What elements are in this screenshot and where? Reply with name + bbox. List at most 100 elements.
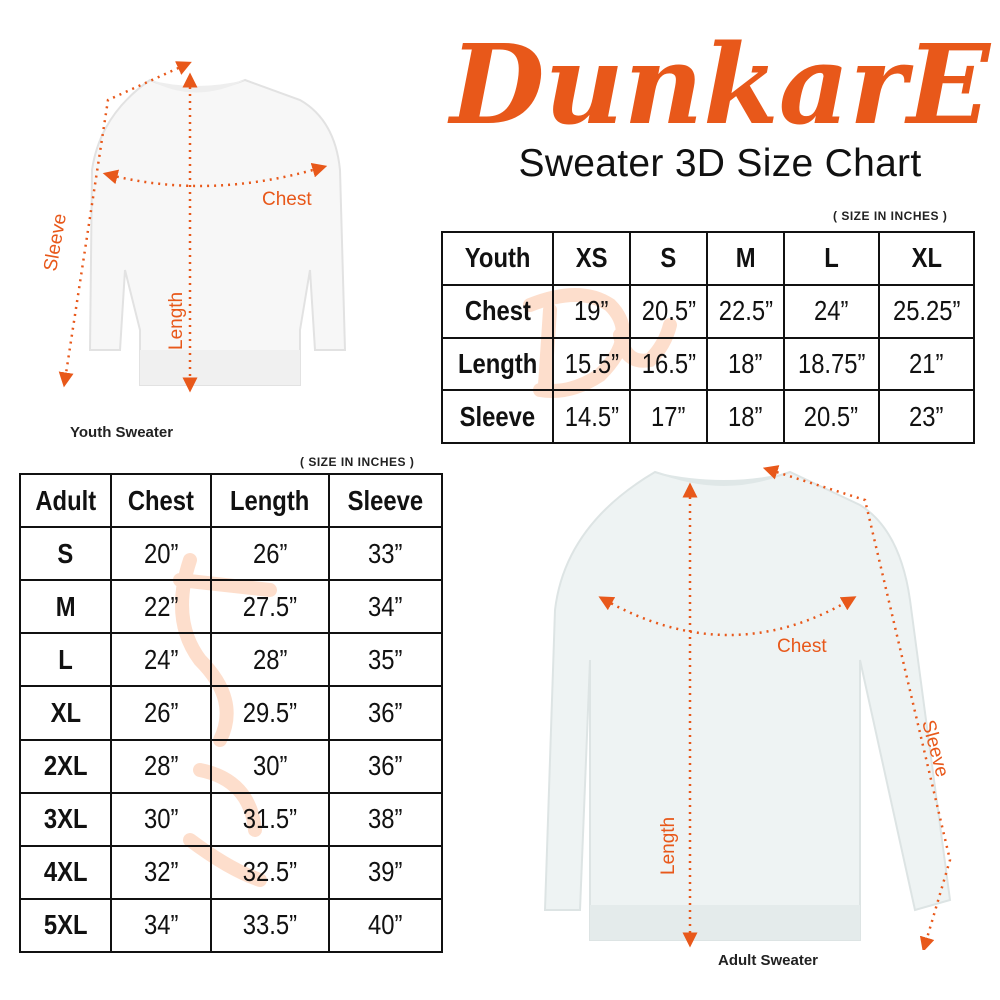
cell-text: XL <box>911 242 942 274</box>
header-cell: Adult <box>18 472 113 529</box>
table-row: Chest 19” 20.5” 22.5” 24” 25.25” <box>440 283 976 339</box>
value-cell: 36” <box>328 738 443 794</box>
page-title: Sweater 3D Size Chart <box>518 142 922 185</box>
value-cell: 32.5” <box>209 844 331 900</box>
cell-text: L <box>824 242 839 274</box>
cell-text: 3XL <box>43 803 88 835</box>
value-cell: 24” <box>782 283 880 339</box>
youth-size-table: Youth XS S M L XL Chest 19” 20.5” 22.5” 24” 25.25” L… <box>440 231 976 444</box>
table-row: 4XL 32” 32.5” 39” <box>18 844 443 900</box>
table-row: 5XL 34” 33.5” 40” <box>18 897 443 954</box>
cell-text: Chest <box>464 295 531 327</box>
header-cell: S <box>629 231 708 286</box>
cell-text: Adult <box>35 484 97 516</box>
value-cell: 40” <box>328 897 443 954</box>
svg-text:DunkarE: DunkarE <box>447 20 992 140</box>
youth-length-label: Length <box>166 292 187 350</box>
header-cell: Length <box>209 472 331 529</box>
cell-text: M <box>735 242 756 274</box>
adult-length-label: Length <box>658 817 679 875</box>
cell-text: Youth <box>464 242 531 274</box>
cell-text: 39” <box>368 856 403 888</box>
cell-text: 22” <box>143 590 179 622</box>
cell-text: XS <box>575 242 608 274</box>
value-cell: 14.5” <box>552 389 632 444</box>
value-cell: 25.25” <box>877 283 976 339</box>
value-cell: 20.5” <box>629 283 708 339</box>
header-cell: Youth <box>440 231 555 286</box>
value-cell: 20.5” <box>782 389 880 444</box>
cell-text: 31.5” <box>242 803 298 835</box>
value-cell: 36” <box>328 685 443 741</box>
cell-text: 5XL <box>43 909 88 941</box>
row-label-cell: 2XL <box>18 738 113 794</box>
value-cell: 18” <box>706 389 785 444</box>
header-cell: M <box>706 231 785 286</box>
header-cell: XL <box>877 231 976 286</box>
cell-text: 34” <box>143 909 179 941</box>
cell-text: 4XL <box>43 856 88 888</box>
cell-text: 33.5” <box>242 909 298 941</box>
value-cell: 35” <box>328 632 443 688</box>
table-row: Length 15.5” 16.5” 18” 18.75” 21” <box>440 336 976 392</box>
cell-text: 24” <box>143 643 179 675</box>
value-cell: 30” <box>110 791 212 847</box>
row-label-cell: M <box>18 579 113 635</box>
adult-sweater-caption: Adult Sweater <box>718 952 819 969</box>
value-cell: 34” <box>328 579 443 635</box>
cell-text: 23” <box>909 400 944 432</box>
cell-text: Sleeve <box>459 400 536 432</box>
cell-text: S <box>57 537 74 569</box>
value-cell: 28” <box>209 632 331 688</box>
cell-text: M <box>55 590 76 622</box>
value-cell: 33” <box>328 526 443 582</box>
row-label-cell: XL <box>18 685 113 741</box>
cell-text: 35” <box>368 643 403 675</box>
youth-chest-label: Chest <box>262 189 312 210</box>
value-cell: 19” <box>552 283 632 339</box>
cell-text: 38” <box>368 803 403 835</box>
cell-text: Chest <box>127 484 195 516</box>
cell-text: 36” <box>368 696 403 728</box>
value-cell: 28” <box>110 738 212 794</box>
cell-text: 19” <box>574 295 609 327</box>
value-cell: 15.5” <box>552 336 632 392</box>
table-row: 2XL 28” 30” 36” <box>18 738 443 794</box>
header-cell: XS <box>552 231 632 286</box>
youth-sleeve-label: Sleeve <box>40 212 71 273</box>
value-cell: 18.75” <box>782 336 880 392</box>
cell-text: 2XL <box>43 750 88 782</box>
table-header-row: Youth XS S M L XL <box>440 231 976 286</box>
cell-text: Length <box>230 484 310 516</box>
cell-text: 17” <box>651 400 686 432</box>
cell-text: 22.5” <box>718 295 773 327</box>
cell-text: 18” <box>728 400 763 432</box>
table-header-row: Adult Chest Length Sleeve <box>18 472 443 529</box>
value-cell: 20” <box>110 526 212 582</box>
youth-sweater-diagram: Chest Length Sleeve <box>40 61 347 393</box>
cell-text: 27.5” <box>242 590 298 622</box>
cell-text: 18” <box>728 347 763 379</box>
table-row: M 22” 27.5” 34” <box>18 579 443 635</box>
value-cell: 38” <box>328 791 443 847</box>
cell-text: Length <box>457 347 538 379</box>
value-cell: 23” <box>877 389 976 444</box>
table-row: L 24” 28” 35” <box>18 632 443 688</box>
header-cell: Chest <box>110 472 212 529</box>
cell-text: 26” <box>143 696 179 728</box>
adult-sweater-diagram: Chest Length Sleeve <box>543 465 952 950</box>
value-cell: 29.5” <box>209 685 331 741</box>
cell-text: 32.5” <box>242 856 298 888</box>
value-cell: 24” <box>110 632 212 688</box>
cell-text: 20.5” <box>641 295 696 327</box>
value-cell: 26” <box>209 526 331 582</box>
youth-sweater-caption: Youth Sweater <box>70 424 174 441</box>
cell-text: 26” <box>252 537 288 569</box>
value-cell: 33.5” <box>209 897 331 954</box>
cell-text: 14.5” <box>564 400 619 432</box>
value-cell: 22” <box>110 579 212 635</box>
value-cell: 18” <box>706 336 785 392</box>
header-cell: Sleeve <box>328 472 443 529</box>
cell-text: 24” <box>814 295 849 327</box>
value-cell: 16.5” <box>629 336 708 392</box>
